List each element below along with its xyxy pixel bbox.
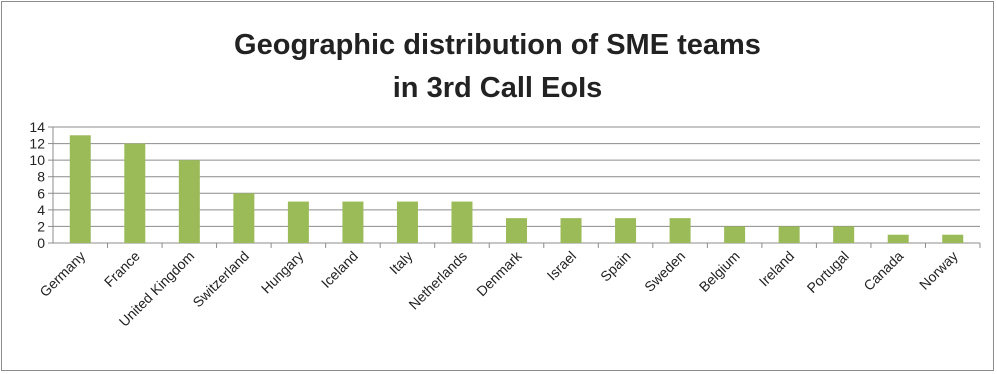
bar <box>615 218 637 243</box>
bar <box>69 135 91 243</box>
category-label: Portugal <box>804 248 852 296</box>
y-tick-label: 14 <box>29 119 45 135</box>
category-label: Spain <box>597 248 634 285</box>
category-label: Netherlands <box>405 248 470 313</box>
bar <box>942 234 964 243</box>
bar <box>833 226 855 243</box>
chart-title: Geographic distribution of SME teams in … <box>2 24 993 110</box>
bar <box>287 201 309 243</box>
bar <box>396 201 418 243</box>
y-tick-label: 4 <box>37 202 45 218</box>
bar <box>506 218 527 243</box>
y-tick-label: 0 <box>37 235 45 251</box>
chart-title-line-1: Geographic distribution of SME teams <box>234 29 761 61</box>
category-label: France <box>101 248 143 290</box>
category-label: Denmark <box>473 247 525 299</box>
category-label: Norway <box>916 248 961 293</box>
y-tick-label: 2 <box>37 218 45 234</box>
bar <box>778 226 800 243</box>
category-label: Belgium <box>696 248 743 295</box>
chart-title-line-2: in 3rd Call EoIs <box>392 72 603 104</box>
category-label: Ireland <box>756 248 798 290</box>
y-tick-label: 10 <box>29 152 45 168</box>
bar <box>887 234 909 243</box>
category-label: Switzerland <box>189 248 251 310</box>
y-tick-label: 12 <box>29 136 45 152</box>
bar <box>451 201 473 243</box>
bar <box>560 218 582 243</box>
bar <box>124 143 146 243</box>
bar <box>724 226 746 243</box>
bar <box>178 160 200 243</box>
category-label: Iceland <box>318 248 361 291</box>
y-tick-label: 6 <box>37 185 45 201</box>
y-tick-label: 8 <box>37 169 45 185</box>
category-label: Sweden <box>641 248 688 295</box>
category-label: Israel <box>544 248 580 284</box>
category-label: Italy <box>386 248 415 277</box>
category-label: Canada <box>860 248 906 294</box>
category-label: Germany <box>36 248 88 300</box>
category-label: Hungary <box>258 248 307 297</box>
bar <box>669 218 691 243</box>
bar <box>342 201 364 243</box>
bar <box>233 193 255 243</box>
